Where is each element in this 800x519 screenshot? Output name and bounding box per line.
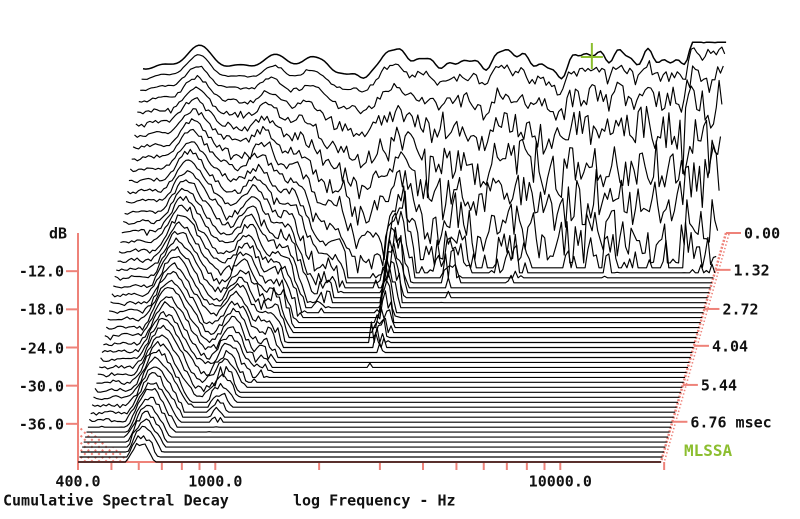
y-tick-label: -18.0 bbox=[18, 300, 64, 319]
y-tick-label: -12.0 bbox=[18, 262, 64, 281]
frequency-axis bbox=[77, 461, 666, 470]
y-tick-label: -24.0 bbox=[18, 339, 64, 357]
db-axis-label: dB bbox=[48, 224, 67, 243]
y-tick-label: -30.0 bbox=[18, 377, 64, 396]
mlssa-brand: MLSSA bbox=[684, 441, 733, 460]
time-tick-label: 2.72 bbox=[722, 300, 759, 319]
x-tick-label: 10000.0 bbox=[528, 472, 592, 491]
time-tick-label: 6.76 msec bbox=[690, 413, 772, 432]
time-tick-label: 5.44 bbox=[700, 376, 737, 395]
cursor-cross-icon[interactable] bbox=[580, 43, 603, 70]
amplitude-axis bbox=[66, 233, 79, 462]
x-tick-label: 1000.0 bbox=[188, 472, 243, 491]
x-axis-title: log Frequency - Hz bbox=[293, 491, 456, 510]
y-tick-label: -36.0 bbox=[18, 415, 64, 434]
time-tick-label: 4.04 bbox=[711, 337, 749, 356]
waterfall-traces bbox=[78, 41, 727, 463]
x-tick-label: 400.0 bbox=[55, 472, 101, 491]
time-tick-label: 0.00 bbox=[744, 224, 781, 243]
chart-title: Cumulative Spectral Decay bbox=[3, 491, 229, 510]
time-tick-label: 1.32 bbox=[733, 261, 770, 280]
